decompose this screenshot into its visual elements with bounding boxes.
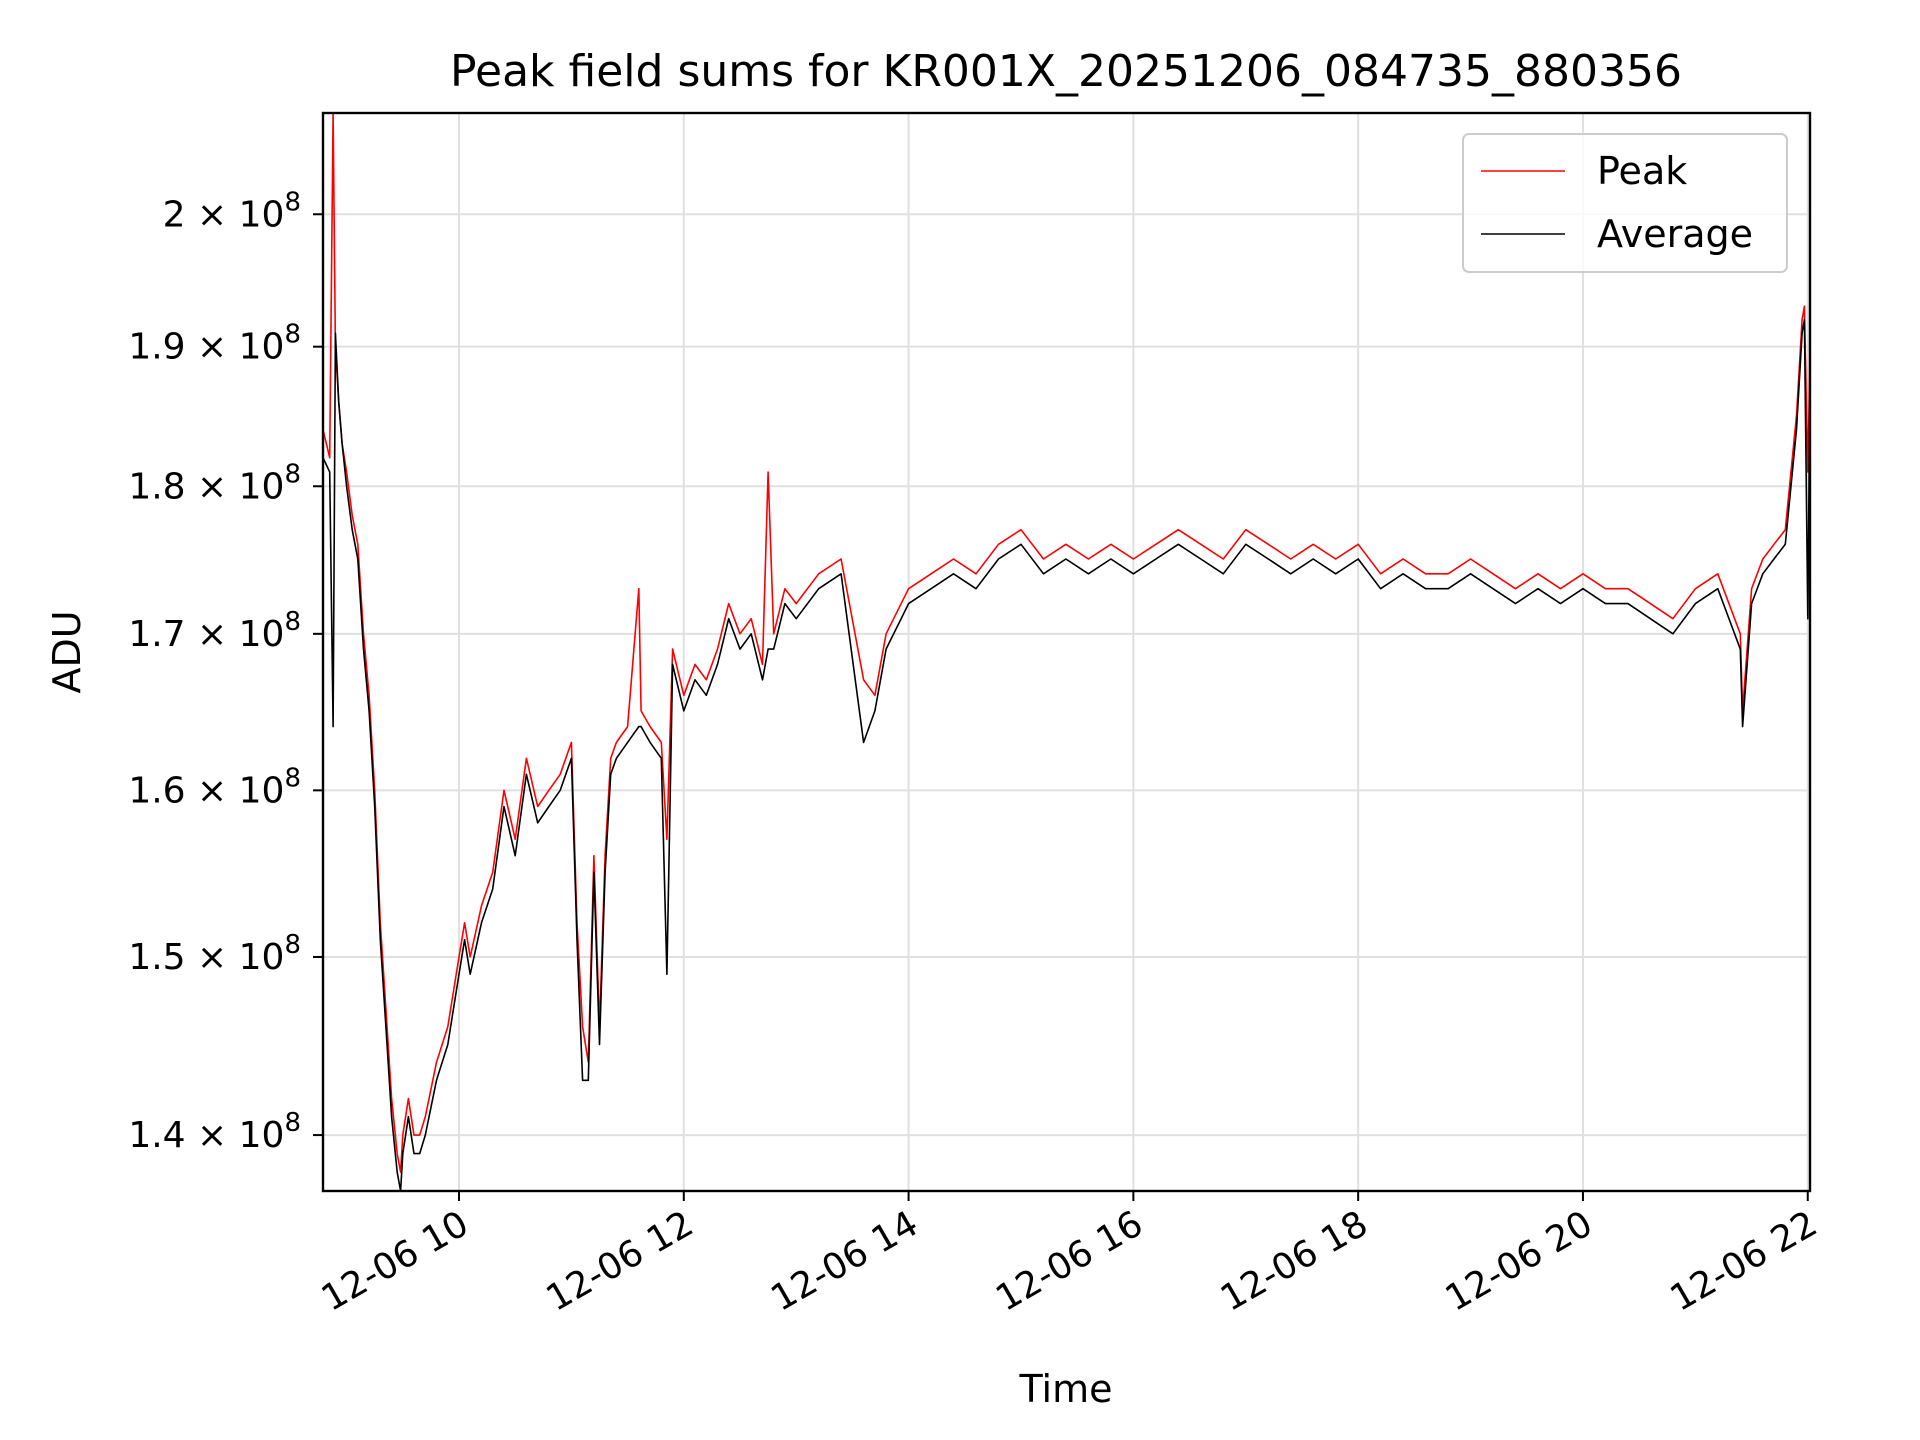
series-line-peak: [322, 112, 1811, 1173]
legend-peak-label: Peak: [1597, 149, 1687, 193]
chart-title: Peak field sums for KR001X_20251206_0847…: [450, 46, 1682, 97]
y-tick-label: 1.6 × 108: [128, 763, 301, 811]
y-tick-label: 1.4 × 108: [128, 1108, 301, 1156]
x-tick-label: 12-06 22: [1664, 1203, 1825, 1319]
y-tick-label: 1.7 × 108: [128, 607, 301, 655]
x-axis-label: Time: [1019, 1367, 1113, 1411]
grid: [323, 113, 1810, 1191]
plot-frame: [321, 111, 1812, 1193]
y-tick-label: 1.9 × 108: [128, 320, 301, 368]
legend-average-label: Average: [1597, 212, 1753, 256]
y-tick-label: 1.5 × 108: [128, 930, 301, 978]
y-tick-label: 1.8 × 108: [128, 459, 301, 507]
y-axis-label: ADU: [45, 610, 89, 693]
x-axis-ticks: 12-06 10 12-06 12 12-06 14 12-06 16 12-06 18…: [315, 1191, 1824, 1320]
x-tick-label: 12-06 14: [764, 1203, 925, 1319]
x-tick-label: 12-06 16: [989, 1203, 1150, 1319]
series-line-average: [322, 318, 1811, 1192]
series-lines: [322, 112, 1811, 1192]
y-axis-ticks: 2 × 108 1.9 × 108 1.8 × 108 1.7 × 108 1.6 × …: [128, 187, 323, 1156]
x-tick-label: 12-06 12: [540, 1203, 701, 1319]
y-tick-label: 2 × 108: [163, 187, 301, 235]
legend: Peak Average: [1462, 133, 1788, 273]
legend-box: [1462, 133, 1788, 273]
x-tick-label: 12-06 18: [1214, 1203, 1375, 1319]
x-tick-label: 12-06 10: [315, 1203, 476, 1319]
x-tick-label: 12-06 20: [1439, 1203, 1600, 1319]
